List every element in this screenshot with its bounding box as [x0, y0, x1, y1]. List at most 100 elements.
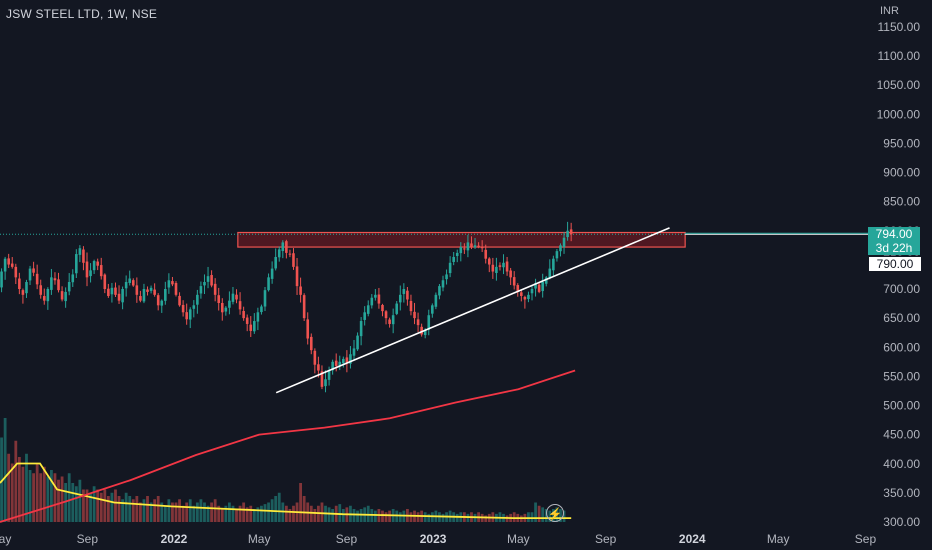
volume-bar	[57, 479, 60, 522]
lightning-bolt-icon[interactable]: ⚡	[546, 504, 564, 522]
volume-bar	[373, 510, 377, 522]
volume-bar	[7, 453, 11, 522]
volume-bar	[242, 502, 246, 522]
candle-body	[466, 242, 470, 251]
volume-bar	[50, 470, 53, 522]
candle-body	[434, 294, 438, 307]
candle-body	[270, 268, 274, 279]
candle-body	[402, 289, 406, 294]
candle-body	[188, 309, 192, 320]
candle-body	[153, 289, 156, 295]
volume-bar	[74, 486, 78, 522]
candle-body	[281, 242, 285, 252]
candle-body	[363, 312, 366, 320]
candle-body	[103, 274, 107, 289]
volume-bar	[171, 502, 174, 522]
volume-bar	[71, 483, 75, 522]
candle-body	[530, 289, 534, 294]
last-price-badge: 794.00 3d 22h	[868, 227, 920, 255]
volume-bar	[309, 505, 313, 522]
price-tick-label: 550.00	[883, 369, 920, 383]
candle-body	[541, 282, 544, 292]
volume-bar	[224, 505, 228, 522]
volume-bar	[117, 496, 121, 522]
candle-body	[203, 282, 206, 286]
volume-bar	[53, 473, 57, 522]
candle-body	[313, 350, 317, 365]
candle-body	[67, 282, 71, 292]
candle-body	[167, 280, 171, 288]
volume-bar	[245, 507, 249, 522]
volume-ma-line	[0, 462, 572, 519]
volume-bar	[288, 509, 292, 522]
volume-bar	[238, 505, 242, 522]
candle-body	[320, 371, 324, 387]
volume-bar	[210, 502, 213, 522]
volume-bar	[320, 502, 324, 522]
volume-bar	[249, 505, 253, 522]
volume-bar	[3, 418, 7, 522]
candle-body	[28, 268, 32, 281]
candle-body	[0, 271, 3, 288]
volume-bar	[25, 453, 28, 522]
candle-body	[470, 243, 473, 248]
candle-body	[149, 287, 153, 291]
volume-bar	[338, 504, 342, 522]
volume-bar	[235, 509, 238, 522]
volume-bar	[512, 512, 516, 522]
candle-body	[235, 294, 238, 300]
candle-body	[263, 290, 267, 307]
volume-bar	[78, 479, 82, 522]
volume-bars	[0, 418, 566, 522]
candle-body	[441, 280, 445, 288]
volume-bar	[128, 496, 132, 522]
candle-body	[366, 305, 370, 314]
candle-body	[338, 361, 342, 366]
candle-body	[327, 370, 331, 380]
candle-body	[107, 288, 110, 296]
candle-body	[46, 289, 50, 302]
volume-bar	[423, 512, 427, 522]
candle-body	[487, 258, 491, 265]
candle-body	[534, 283, 537, 289]
volume-bar	[10, 463, 14, 522]
candle-body	[413, 311, 416, 319]
candle-body	[199, 286, 203, 294]
volume-bar	[541, 507, 545, 522]
candle-body	[7, 258, 10, 265]
volume-bar	[562, 510, 566, 522]
candle-body	[142, 289, 146, 302]
candle-body	[395, 303, 399, 314]
volume-bar	[82, 489, 85, 522]
candle-body	[295, 266, 299, 287]
candle-body	[509, 270, 512, 278]
volume-bar	[537, 505, 541, 522]
volume-bar	[174, 502, 178, 522]
candle-body	[135, 285, 139, 295]
candle-body	[409, 301, 413, 312]
price-tick-label: 700.00	[883, 282, 920, 296]
volume-bar	[228, 502, 231, 522]
volume-bar	[527, 512, 530, 522]
candle-body	[32, 268, 35, 273]
candle-body	[555, 251, 559, 259]
volume-bar	[381, 510, 384, 522]
price-tick-label: 900.00	[883, 166, 920, 180]
time-tick-label: Sep	[77, 532, 99, 546]
candle-body	[139, 296, 142, 301]
candle-body	[427, 315, 431, 330]
candle-body	[220, 302, 224, 313]
volume-bar	[416, 512, 420, 522]
candle-body	[463, 248, 466, 250]
candle-body	[156, 295, 160, 306]
candle-body	[160, 300, 164, 306]
candle-body	[566, 230, 569, 238]
candle-body	[96, 261, 99, 266]
candle-body	[64, 291, 67, 302]
candle-body	[99, 265, 103, 277]
volume-bar	[17, 457, 21, 522]
candle-body	[523, 296, 527, 300]
candle-body	[50, 277, 53, 290]
price-tick-label: 850.00	[883, 195, 920, 209]
